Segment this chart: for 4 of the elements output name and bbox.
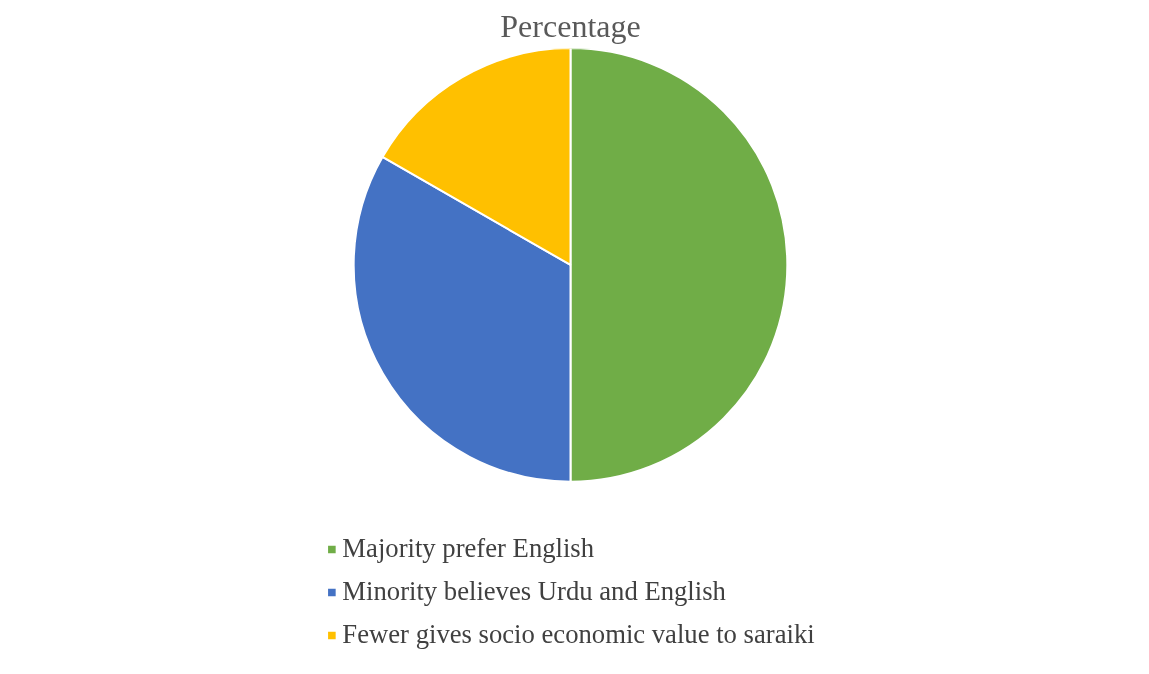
legend-label: Fewer gives socio economic value to saraiki (342, 619, 815, 650)
legend-label: Minority believes Urdu and English (342, 576, 726, 607)
chart-title: Percentage (500, 7, 641, 44)
legend-label: Majority prefer English (342, 533, 595, 564)
